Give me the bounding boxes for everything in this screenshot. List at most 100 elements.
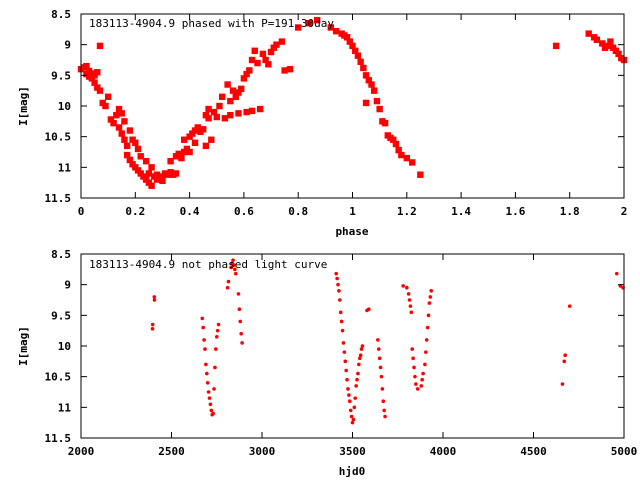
data-point: [200, 316, 205, 321]
data-point: [414, 382, 418, 386]
data-point: [194, 124, 201, 131]
data-point: [413, 374, 417, 379]
y-tick-label: 9.5: [51, 69, 71, 82]
data-point: [208, 402, 213, 407]
x-tick-label: 3000: [249, 445, 276, 458]
data-point: [352, 405, 357, 410]
data-point: [351, 417, 356, 422]
data-point: [428, 295, 433, 299]
y-tick-label: 10.5: [45, 371, 72, 384]
data-point: [202, 338, 206, 342]
x-tick-label: 1.8: [560, 205, 580, 218]
data-point: [327, 24, 334, 31]
data-point: [137, 153, 144, 160]
x-tick-label: 0.8: [288, 205, 308, 218]
data-point: [107, 116, 115, 123]
data-point: [286, 66, 294, 73]
data-point: [148, 164, 155, 171]
y-tick-label: 9: [64, 39, 71, 52]
y-tick-label: 8.5: [51, 248, 71, 261]
data-point: [373, 97, 381, 105]
data-point: [615, 50, 622, 58]
data-point: [115, 124, 123, 131]
data-point: [360, 344, 365, 348]
data-point: [213, 113, 220, 121]
data-point: [336, 282, 340, 287]
data-point: [295, 24, 302, 31]
data-point: [409, 159, 416, 166]
data-point: [614, 271, 619, 276]
data-point: [215, 328, 220, 333]
y-tick-label: 9.5: [51, 309, 71, 322]
data-point: [376, 347, 381, 351]
data-point: [237, 85, 245, 93]
data-point: [415, 387, 420, 391]
data-point: [201, 325, 205, 330]
data-point: [593, 36, 601, 43]
data-point: [567, 304, 572, 308]
data-point: [214, 347, 218, 351]
data-point: [562, 359, 567, 364]
unphased-chart-title: 183113-4904.9 not phased light curve: [89, 258, 327, 271]
data-point: [243, 70, 250, 78]
data-point: [132, 139, 139, 146]
data-point: [362, 72, 370, 79]
data-point: [209, 408, 214, 413]
data-point: [172, 170, 180, 177]
data-point: [340, 328, 345, 333]
data-point: [424, 350, 428, 354]
phased-light-curve-panel: 0 0.2 0.4 0.6 0.8 1 1.2 1.4 1.6 1.8 2 8.5 9 9.5 10 10.5…: [17, 8, 627, 238]
y-tick-label: 11.5: [45, 432, 72, 445]
data-point: [96, 87, 104, 94]
unphased-ticks: 2000 2500 3000 3500 4000 4500 5000 8.5 9 9.5 10 10.…: [45, 248, 638, 458]
data-point: [343, 34, 351, 41]
data-point: [205, 105, 212, 113]
data-point: [243, 108, 250, 116]
x-tick-label: 0: [78, 205, 85, 218]
data-point: [348, 408, 353, 413]
data-point: [409, 310, 414, 315]
data-point: [405, 285, 409, 290]
x-tick-label: 1: [349, 205, 356, 218]
data-point: [218, 93, 226, 100]
data-point: [159, 177, 166, 185]
data-point: [377, 356, 382, 361]
unphased-light-curve-panel: 2000 2500 3000 3500 4000 4500 5000 8.5 9 9.5 10 10.…: [17, 248, 637, 478]
data-point: [102, 102, 109, 110]
data-point: [358, 353, 363, 358]
data-point: [115, 105, 123, 113]
data-point: [240, 341, 244, 345]
data-point: [314, 16, 321, 24]
data-point: [371, 87, 378, 94]
data-point: [381, 119, 389, 127]
data-point: [216, 322, 221, 327]
data-point: [205, 115, 212, 122]
y-tick-label: 11: [58, 401, 72, 414]
data-point: [224, 81, 231, 88]
data-point: [338, 310, 343, 315]
data-point: [604, 42, 611, 50]
data-point: [410, 347, 415, 351]
phased-y-axis-label: I[mag]: [17, 86, 30, 126]
data-point: [585, 30, 592, 37]
phased-points: [77, 16, 628, 189]
data-point: [407, 298, 412, 302]
unphased-y-axis-label: I[mag]: [17, 326, 30, 366]
data-point: [246, 67, 253, 74]
data-point: [110, 119, 117, 127]
data-point: [347, 393, 351, 397]
data-point: [199, 126, 207, 133]
data-point: [204, 362, 208, 367]
data-point: [134, 145, 142, 153]
data-point: [186, 148, 193, 156]
data-point: [273, 41, 280, 48]
data-point: [357, 356, 362, 361]
data-point: [408, 304, 413, 308]
x-tick-label: 1.6: [505, 205, 525, 218]
x-tick-label: 1.2: [397, 205, 417, 218]
y-tick-label: 11.5: [45, 192, 72, 205]
data-point: [353, 396, 358, 400]
data-point: [267, 48, 275, 56]
data-point: [344, 368, 348, 373]
